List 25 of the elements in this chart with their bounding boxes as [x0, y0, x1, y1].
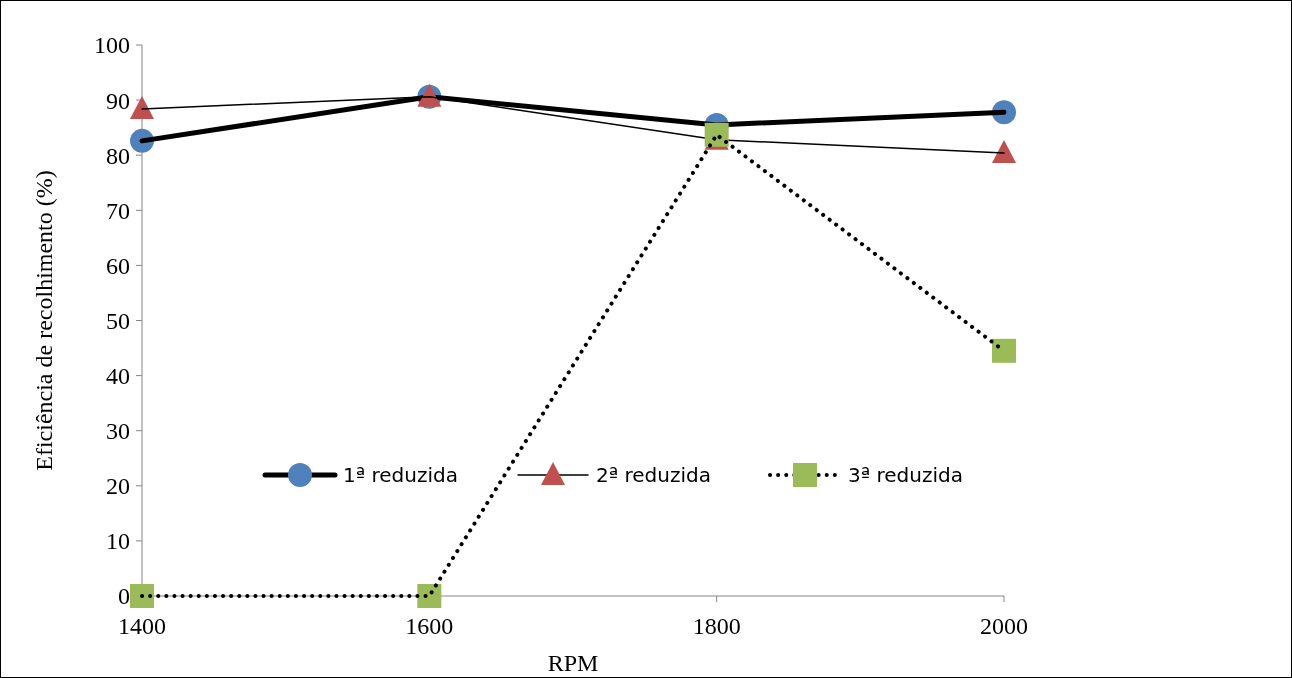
point — [130, 584, 154, 608]
y-tick-label: 60 — [106, 252, 130, 279]
legend-label: 1ª reduzida — [343, 463, 458, 487]
x-tick-label: 2000 — [980, 613, 1028, 639]
y-tick-label: 30 — [106, 418, 130, 445]
y-tick-label: 90 — [106, 87, 130, 114]
point — [992, 140, 1016, 163]
y-tick-label: 20 — [106, 473, 130, 500]
x-tick-label: 1400 — [118, 613, 166, 639]
legend-label: 3ª reduzida — [848, 463, 963, 487]
y-tick-label: 40 — [106, 363, 130, 389]
y-tick-label: 0 — [118, 583, 130, 610]
y-tick-label: 50 — [106, 307, 130, 334]
y-tick-label: 70 — [106, 197, 130, 224]
x-axis-title: RPM — [547, 650, 599, 676]
y-tick-label: 10 — [106, 528, 130, 555]
y-tick-label: 80 — [106, 142, 130, 169]
y-tick-label: 100 — [94, 32, 130, 59]
x-tick-label: 1800 — [692, 613, 741, 639]
point — [130, 95, 154, 119]
point — [992, 338, 1016, 363]
x-tick-label: 1600 — [405, 613, 454, 639]
point — [417, 584, 442, 608]
legend-label: 2ª reduzida — [596, 463, 711, 487]
y-axis-title: Eficiência de recolhimento (%) — [31, 170, 57, 471]
